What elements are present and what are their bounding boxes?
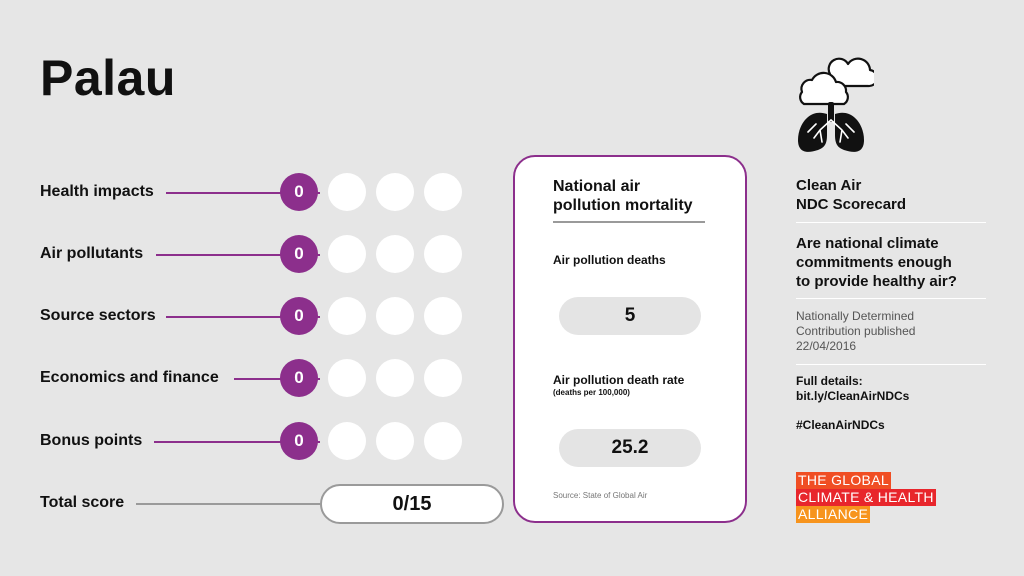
ndc-line: Nationally Determined — [796, 309, 915, 323]
score-dot-empty — [376, 422, 414, 460]
score-dot-empty — [328, 359, 366, 397]
connector-line — [136, 503, 320, 505]
total-score-label: Total score — [40, 494, 125, 511]
category-label: Source sectors — [40, 307, 156, 324]
hashtag: #CleanAirNDCs — [796, 418, 885, 432]
score-dot-empty — [328, 422, 366, 460]
category-label: Air pollutants — [40, 245, 144, 262]
logo-line: ALLIANCE — [796, 506, 871, 523]
score-dot-filled: 0 — [280, 422, 318, 460]
gcha-logo: THE GLOBAL CLIMATE & HEALTH ALLIANCE — [796, 472, 936, 523]
score-dot-filled: 0 — [280, 359, 318, 397]
death-rate-unit: (deaths per 100,000) — [553, 388, 630, 397]
question-line: commitments enough — [796, 254, 952, 271]
connector-line — [156, 254, 320, 256]
category-row-air-pollutants: Air pollutants 0 — [40, 235, 470, 275]
details-link[interactable]: bit.ly/CleanAirNDCs — [796, 389, 910, 403]
score-dot-empty — [424, 173, 462, 211]
death-rate-label: Air pollution death rate — [553, 373, 685, 387]
category-label: Health impacts — [40, 183, 154, 200]
score-dot-filled: 0 — [280, 297, 318, 335]
scorecard-title-line: NDC Scorecard — [796, 196, 907, 213]
death-rate-value: 25.2 — [559, 429, 701, 467]
question-line: to provide healthy air? — [796, 273, 957, 290]
question-line: Are national climate — [796, 235, 939, 252]
score-dot-empty — [328, 235, 366, 273]
mortality-card: National air pollution mortality Air pol… — [513, 155, 747, 523]
full-details: Full details: bit.ly/CleanAirNDCs — [796, 374, 986, 404]
ndc-published: Nationally Determined Contribution publi… — [796, 309, 986, 354]
source-note: Source: State of Global Air — [553, 491, 648, 500]
score-dot-empty — [376, 235, 414, 273]
scorecard-title-line: Clean Air — [796, 177, 862, 194]
score-dot-filled: 0 — [280, 235, 318, 273]
category-row-bonus-points: Bonus points 0 — [40, 422, 470, 462]
ndc-date: 22/04/2016 — [796, 339, 857, 353]
score-dot-empty — [376, 297, 414, 335]
clouds-lungs-icon — [790, 44, 879, 156]
category-row-source-sectors: Source sectors 0 — [40, 297, 470, 337]
mortality-card-title: National air pollution mortality — [553, 177, 705, 223]
scorecard-title: Clean Air NDC Scorecard — [796, 176, 986, 214]
deaths-label: Air pollution deaths — [553, 253, 666, 267]
logo-line: THE GLOBAL — [796, 472, 891, 489]
connector-line — [166, 316, 320, 318]
deaths-value: 5 — [559, 297, 701, 335]
score-dot-empty — [424, 422, 462, 460]
connector-line — [234, 378, 320, 380]
score-dot-empty — [376, 359, 414, 397]
details-label: Full details: — [796, 374, 863, 388]
connector-line — [154, 441, 320, 443]
country-title: Palau — [40, 50, 176, 106]
score-dot-empty — [328, 173, 366, 211]
score-dot-empty — [376, 173, 414, 211]
total-score-value: 0/15 — [320, 484, 504, 524]
connector-line — [166, 192, 320, 194]
score-dot-empty — [328, 297, 366, 335]
category-label: Economics and finance — [40, 369, 219, 386]
scorecard-question: Are national climate commitments enough … — [796, 234, 986, 291]
score-dot-filled: 0 — [280, 173, 318, 211]
category-row-health-impacts: Health impacts 0 — [40, 173, 470, 213]
category-label: Bonus points — [40, 432, 143, 449]
ndc-line: Contribution published — [796, 324, 916, 338]
divider — [796, 222, 986, 223]
divider — [796, 298, 986, 299]
score-dot-empty — [424, 359, 462, 397]
category-row-economics-finance: Economics and finance 0 — [40, 359, 470, 399]
total-score-row: Total score 0/15 — [40, 484, 504, 524]
score-dot-empty — [424, 297, 462, 335]
score-dot-empty — [424, 235, 462, 273]
logo-line: CLIMATE & HEALTH — [796, 489, 936, 506]
divider — [796, 364, 986, 365]
